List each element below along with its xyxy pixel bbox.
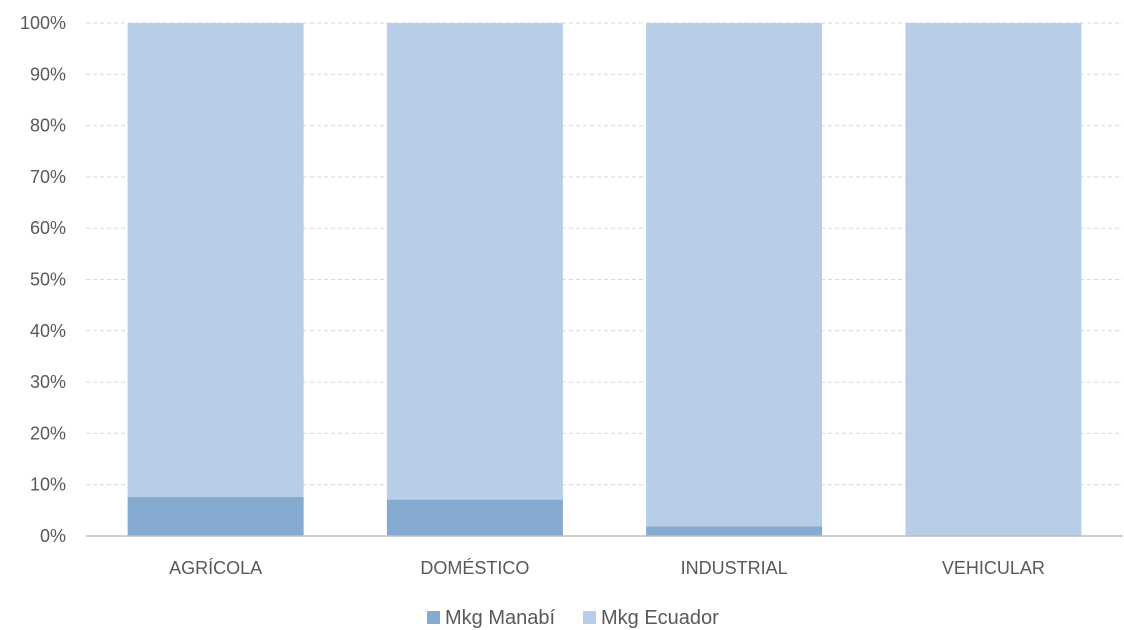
y-tick-label: 70% xyxy=(30,167,66,187)
legend: Mkg Manabí Mkg Ecuador xyxy=(427,607,719,629)
y-tick-label: 90% xyxy=(30,64,66,84)
bar-segment-ecuador xyxy=(646,23,823,527)
bar-segment-ecuador xyxy=(905,23,1082,536)
bar-segment-ecuador xyxy=(127,23,304,498)
legend-swatch xyxy=(427,611,440,624)
category-label: AGRÍCOLA xyxy=(169,558,262,578)
bar-segment-manabi xyxy=(646,526,823,536)
y-axis-tick-labels: 0% 10% 20% 30% 40% 50% 60% 70% 80% 90% 100% xyxy=(20,13,66,546)
y-tick-label: 50% xyxy=(30,270,66,290)
bar-segment-ecuador xyxy=(386,23,563,500)
y-tick-label: 10% xyxy=(30,475,66,495)
category-label: VEHICULAR xyxy=(942,558,1045,578)
bar-segment-manabi xyxy=(386,499,563,536)
legend-label: Mkg Manabí xyxy=(445,607,555,629)
bar-segment-manabi xyxy=(127,497,304,536)
category-label: DOMÉSTICO xyxy=(420,558,529,578)
y-tick-label: 30% xyxy=(30,372,66,392)
legend-label: Mkg Ecuador xyxy=(601,607,719,629)
category-label: INDUSTRIAL xyxy=(681,558,788,578)
y-tick-label: 20% xyxy=(30,423,66,443)
y-tick-label: 60% xyxy=(30,218,66,238)
y-tick-label: 0% xyxy=(40,526,66,546)
y-tick-label: 80% xyxy=(30,116,66,136)
legend-swatch xyxy=(583,611,596,624)
bars xyxy=(127,23,1082,536)
y-tick-label: 40% xyxy=(30,321,66,341)
y-tick-label: 100% xyxy=(20,13,66,33)
x-axis-category-labels: AGRÍCOLA DOMÉSTICO INDUSTRIAL VEHICULAR xyxy=(169,558,1045,578)
